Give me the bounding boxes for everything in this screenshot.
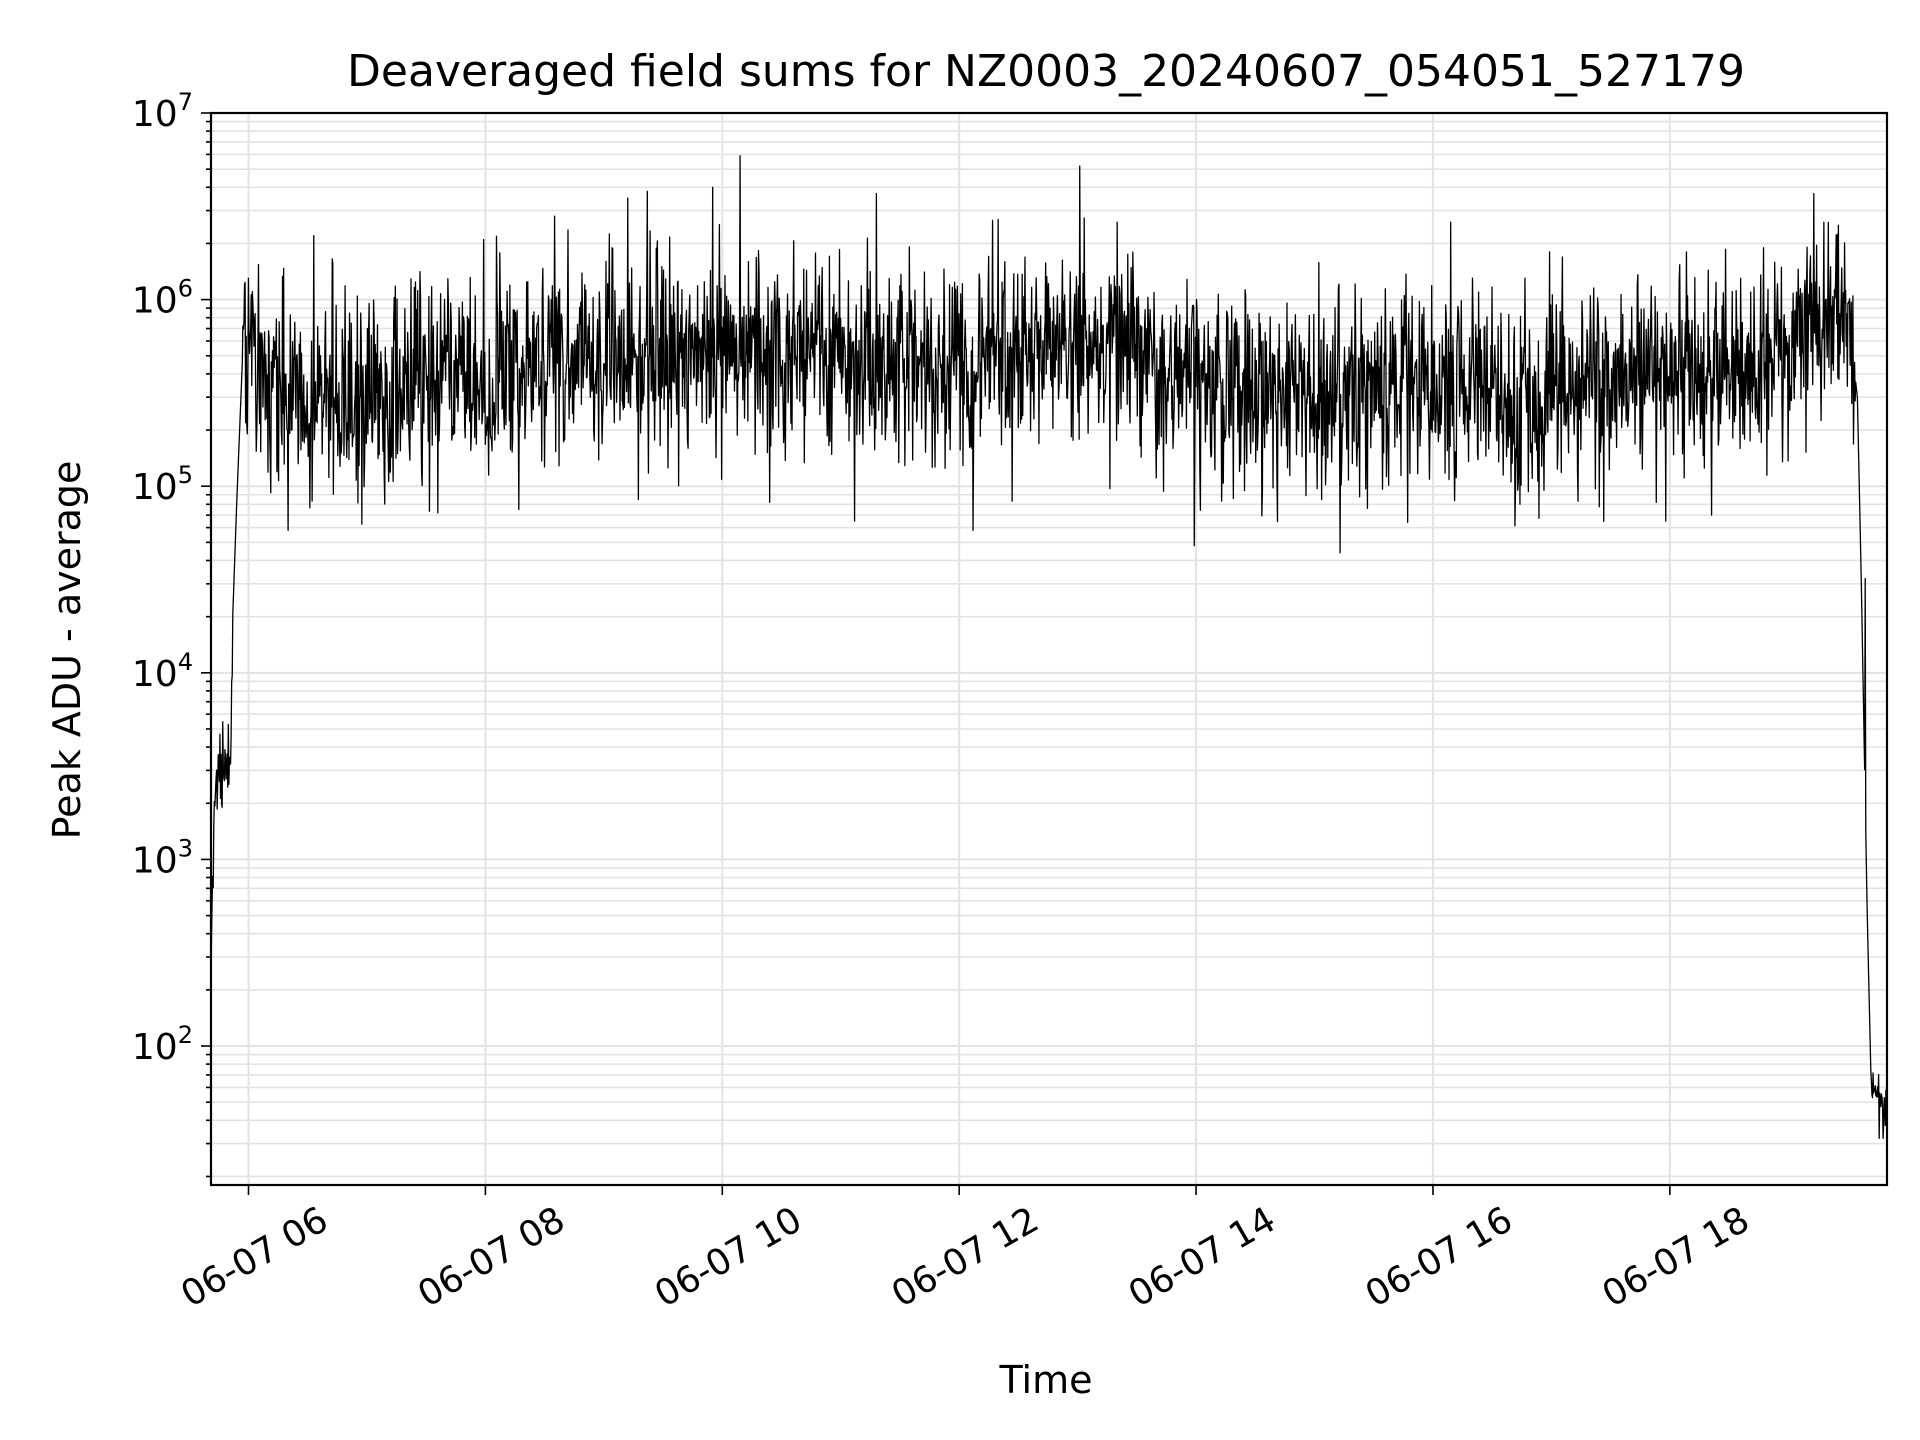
grid xyxy=(211,112,1887,1185)
x-axis-title: Time xyxy=(999,1358,1093,1402)
series-line xyxy=(210,155,1888,1140)
y-tick-label: 105 xyxy=(132,461,193,508)
series-path xyxy=(210,155,1888,1140)
y-tick-label: 104 xyxy=(132,648,193,695)
y-tick-label: 103 xyxy=(132,834,193,881)
y-tick-label: 107 xyxy=(132,88,193,135)
chart-title: Deaveraged field sums for NZ0003_2024060… xyxy=(347,46,1745,97)
y-axis-title: Peak ADU - average xyxy=(45,461,89,840)
y-tick-label: 102 xyxy=(132,1021,193,1068)
plot-frame xyxy=(209,111,1889,1187)
y-tick-label: 106 xyxy=(132,275,193,322)
